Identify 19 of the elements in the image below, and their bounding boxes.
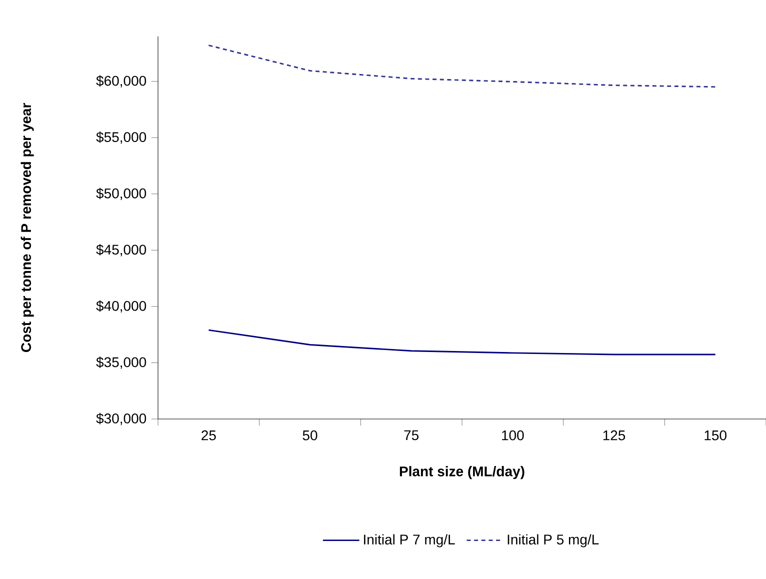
x-tick-label: 125 — [603, 430, 626, 440]
x-tick-label: 25 — [202, 430, 216, 440]
y-tick-label: $45,000 — [96, 244, 146, 256]
y-tick-label: $30,000 — [96, 412, 146, 426]
x-axis-title: Plant size (ML/day) — [400, 466, 524, 480]
x-tick-label: 100 — [502, 430, 524, 440]
y-tick-label: $55,000 — [96, 132, 146, 144]
y-tick-label: $50,000 — [96, 188, 146, 200]
y-axis-title: Cost per tonne of P removed per year — [20, 103, 34, 352]
y-tick-label: $60,000 — [96, 75, 146, 88]
legend-label: Initial P 5 mg/L — [508, 534, 599, 548]
line-series — [208, 44, 716, 88]
legend-label: Initial P 7 mg/L — [364, 534, 455, 548]
y-tick-label: $40,000 — [96, 300, 146, 313]
line-series — [208, 329, 716, 356]
x-tick-label: 50 — [302, 430, 318, 440]
y-tick-label: $35,000 — [96, 356, 146, 369]
x-tick-label: 150 — [704, 430, 726, 440]
x-tick-label: 75 — [404, 430, 419, 440]
